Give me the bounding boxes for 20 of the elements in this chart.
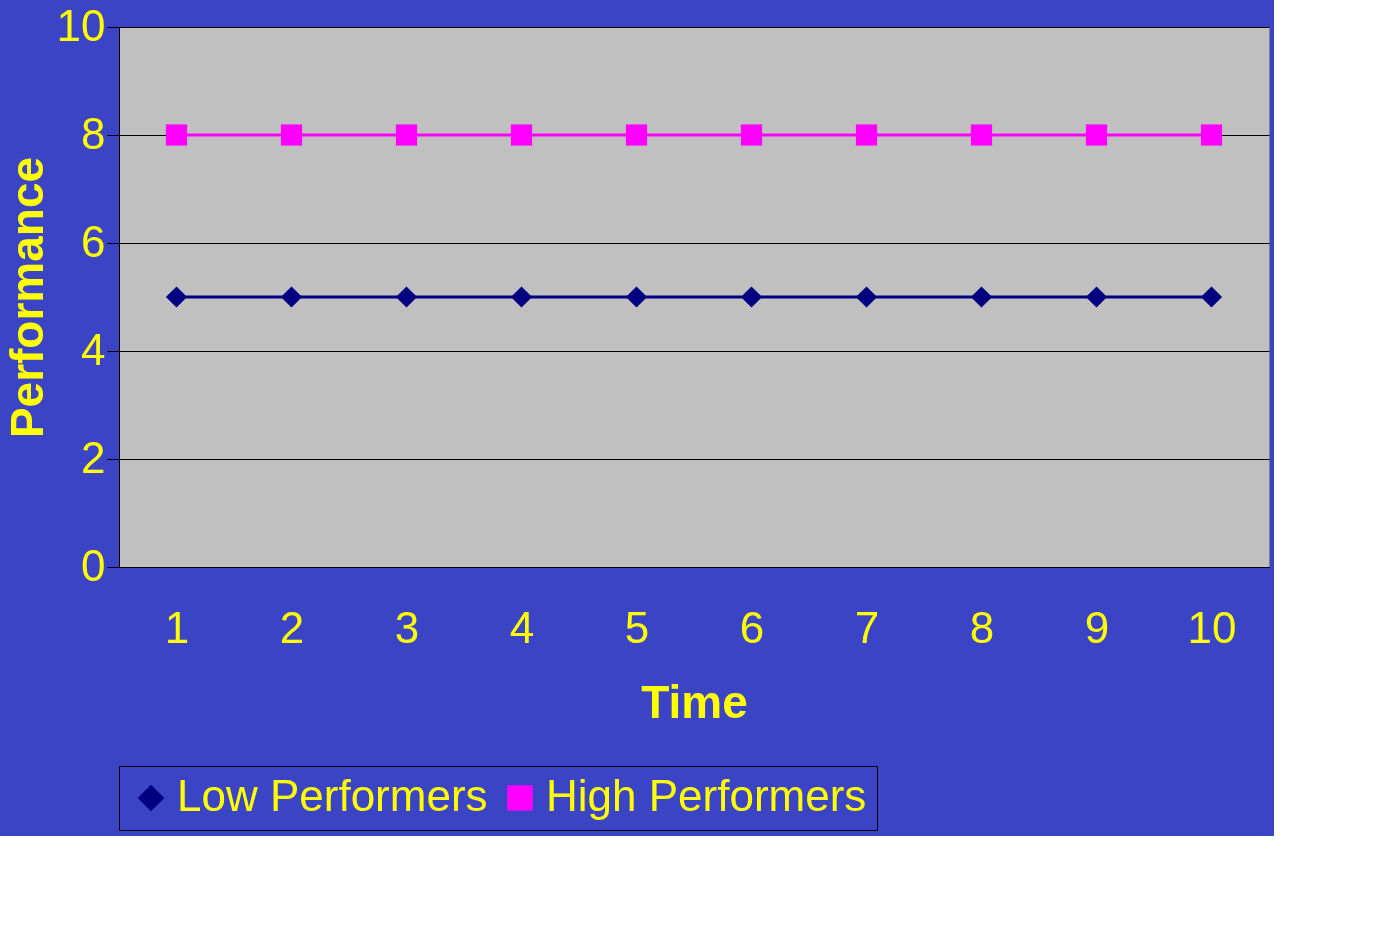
x-tick-label: 10 bbox=[1187, 602, 1237, 652]
x-tick-label: 3 bbox=[394, 602, 420, 652]
x-tick-label: 4 bbox=[509, 602, 535, 652]
y-tick-label: 8 bbox=[81, 108, 106, 158]
legend-label: Low Performers bbox=[177, 771, 488, 820]
x-tick-label: 5 bbox=[624, 602, 650, 652]
y-tick-label: 6 bbox=[81, 216, 106, 266]
x-tick-label: 8 bbox=[969, 602, 995, 652]
y-tick-label: 0 bbox=[81, 540, 106, 590]
x-tick-label: 9 bbox=[1084, 602, 1110, 652]
legend-label: High Performers bbox=[546, 771, 867, 820]
x-axis-title: Time bbox=[641, 675, 748, 728]
x-tick-label: 2 bbox=[279, 602, 305, 652]
y-axis-title: Performance bbox=[0, 156, 53, 439]
y-tick-label: 2 bbox=[81, 432, 106, 482]
x-tick-label: 1 bbox=[164, 602, 190, 652]
y-tick-label: 4 bbox=[81, 324, 106, 374]
y-tick-label: 10 bbox=[56, 0, 106, 50]
x-tick-label: 7 bbox=[854, 602, 880, 652]
x-tick-label: 6 bbox=[739, 602, 765, 652]
